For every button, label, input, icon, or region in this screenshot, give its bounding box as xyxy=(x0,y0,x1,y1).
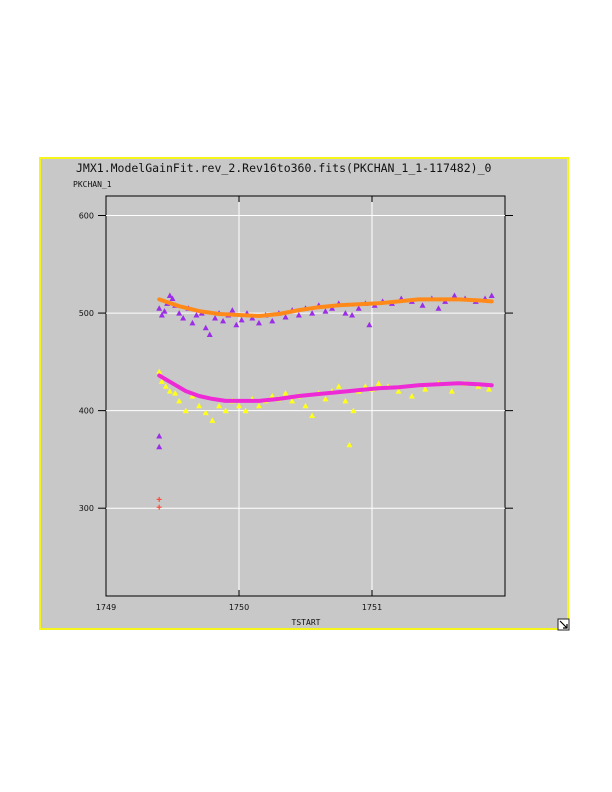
data-point xyxy=(193,312,200,318)
series-3 xyxy=(157,297,494,318)
data-point xyxy=(176,310,183,316)
data-point xyxy=(156,433,163,439)
data-point xyxy=(236,402,242,409)
x-tick-label: 1751 xyxy=(362,603,382,612)
data-point xyxy=(282,390,289,396)
grid xyxy=(106,196,505,596)
data-point xyxy=(169,295,176,301)
series-2 xyxy=(156,496,162,510)
data-point xyxy=(156,496,162,502)
fit-curve xyxy=(157,373,494,403)
data-point xyxy=(349,312,356,318)
data-point xyxy=(302,402,309,409)
data-point xyxy=(422,386,429,392)
data-point xyxy=(166,292,173,299)
data-point xyxy=(486,386,493,392)
data-point xyxy=(238,316,245,323)
axis-ticks: 1749 1750 1751 300 400 500 600 xyxy=(79,196,513,612)
data-point xyxy=(162,383,169,389)
data-point xyxy=(156,368,163,375)
data-point xyxy=(202,324,209,331)
data-point xyxy=(158,378,165,384)
x-axis-label: TSTART xyxy=(292,618,321,627)
data-point xyxy=(209,417,216,423)
data-point xyxy=(269,393,276,399)
data-point xyxy=(309,310,316,316)
data-point xyxy=(189,319,196,326)
data-point xyxy=(289,397,296,404)
y-axis-label: PKCHAN_1 xyxy=(73,180,112,189)
data-point xyxy=(451,292,458,299)
data-point xyxy=(220,317,227,324)
data-point xyxy=(342,310,349,316)
data-point xyxy=(166,388,173,394)
data-series xyxy=(156,292,495,510)
data-point xyxy=(335,383,342,389)
data-point xyxy=(488,292,495,299)
data-point xyxy=(229,307,236,313)
series-0 xyxy=(156,292,495,450)
data-point xyxy=(346,441,353,448)
data-point xyxy=(322,395,329,402)
data-point xyxy=(182,407,189,414)
data-point xyxy=(242,407,249,414)
data-point xyxy=(255,319,262,326)
data-point xyxy=(435,305,442,311)
fit-curve xyxy=(157,297,494,318)
data-point xyxy=(156,443,163,450)
data-point xyxy=(342,397,349,404)
data-point xyxy=(255,402,262,409)
y-tick-label: 400 xyxy=(79,407,94,416)
data-point xyxy=(366,321,373,328)
data-point xyxy=(176,397,183,404)
data-point xyxy=(309,412,316,419)
data-point xyxy=(222,407,229,414)
data-point xyxy=(161,308,168,314)
y-tick-label: 300 xyxy=(79,504,94,513)
data-point xyxy=(206,331,213,338)
data-point xyxy=(156,305,163,311)
data-point xyxy=(233,321,240,328)
data-point xyxy=(196,402,203,409)
data-point xyxy=(408,393,415,399)
data-point xyxy=(448,388,455,394)
data-point xyxy=(269,317,276,324)
data-point xyxy=(156,504,162,510)
series-4 xyxy=(157,373,494,403)
resize-arrow-icon[interactable] xyxy=(557,618,570,631)
x-tick-label: 1749 xyxy=(96,603,116,612)
data-point xyxy=(180,314,187,321)
chart-title: JMX1.ModelGainFit.rev_2.Rev16to360.fits(… xyxy=(76,161,491,175)
data-point xyxy=(375,380,382,386)
data-point xyxy=(395,388,402,394)
data-point xyxy=(212,314,219,321)
data-point xyxy=(216,402,223,409)
data-point xyxy=(158,312,165,318)
x-tick-label: 1750 xyxy=(229,603,249,612)
data-point xyxy=(282,313,289,320)
y-tick-label: 600 xyxy=(79,212,94,221)
data-point xyxy=(355,305,362,311)
data-point xyxy=(202,409,209,416)
plot-area-frame xyxy=(105,195,506,597)
data-point xyxy=(322,308,329,314)
data-point xyxy=(249,314,256,321)
y-tick-label: 500 xyxy=(79,309,94,318)
data-point xyxy=(172,390,179,396)
series-1 xyxy=(156,368,493,448)
data-point xyxy=(419,302,426,308)
data-point xyxy=(350,407,357,414)
data-point xyxy=(189,393,196,399)
data-point xyxy=(295,312,302,318)
